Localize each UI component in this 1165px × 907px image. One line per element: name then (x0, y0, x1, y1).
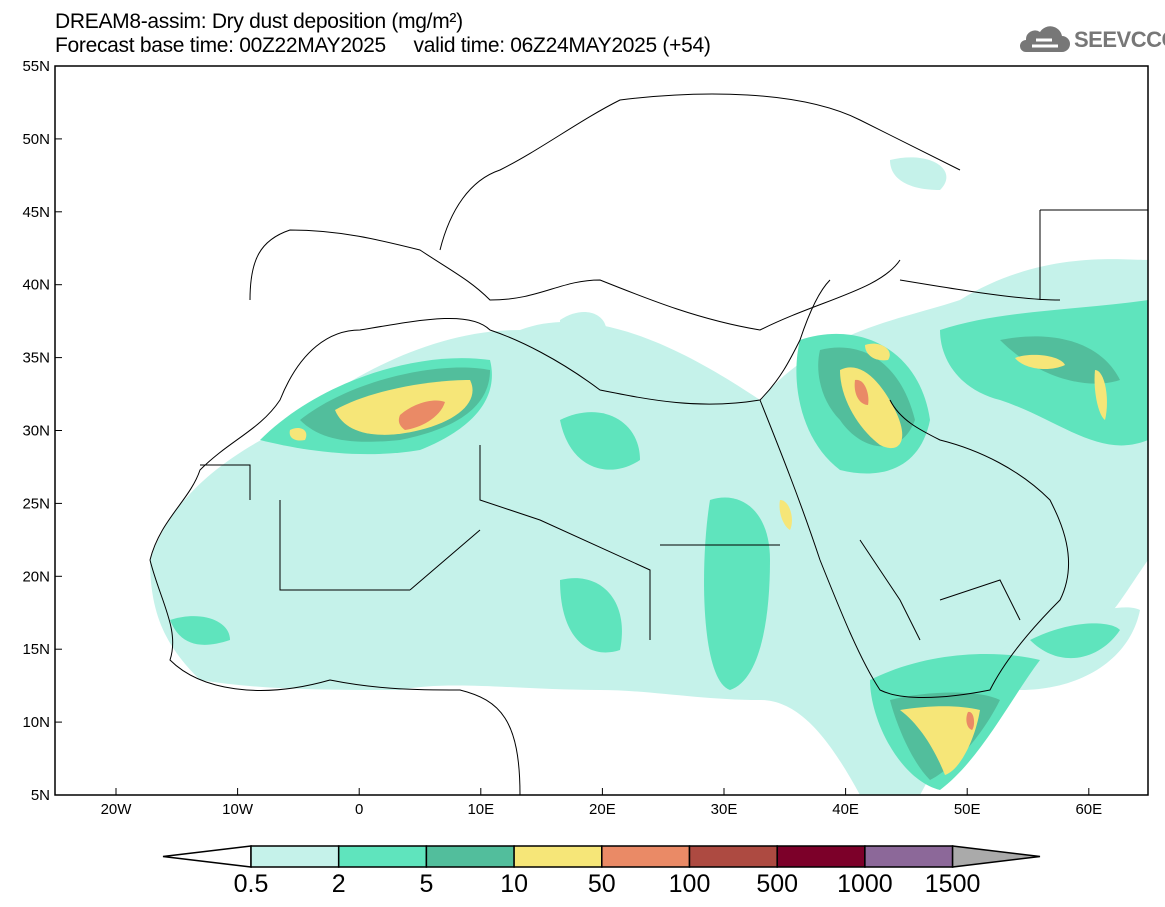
colorbar-label: 1000 (837, 870, 893, 898)
lon-label: 20W (101, 801, 133, 818)
latitude-axis: 55N 50N 45N 40N 35N 30N 25N 20N 15N 10N 5N (22, 58, 62, 804)
colorbar-label: 1500 (924, 870, 981, 898)
lon-label: 0 (355, 801, 363, 818)
lat-label: 25N (22, 495, 50, 512)
colorbar-swatch (337, 845, 428, 868)
lat-label: 45N (22, 204, 50, 221)
lon-label: 10E (467, 801, 494, 818)
colorbar-label: 10 (500, 870, 528, 898)
colorbar-label: 5 (419, 870, 434, 898)
colorbar-label: 2 (331, 870, 346, 898)
colorbar-swatch (601, 845, 691, 868)
lat-label: 40N (22, 277, 50, 294)
lat-label: 15N (22, 641, 50, 658)
colorbar-high-triangle (951, 845, 1041, 868)
longitude-axis: 20W 10W 0 10E 20E 30E 40E 50E 60E (101, 788, 1102, 818)
lat-label: 50N (22, 131, 50, 148)
map-title: DREAM8-assim: Dry dust deposition (mg/m²… (55, 10, 463, 33)
colorbar-swatch (864, 845, 954, 868)
colorbar-low-triangle (162, 845, 252, 868)
forecast-time-subtitle: Forecast base time: 00Z22MAY2025 valid t… (55, 34, 711, 57)
lon-label: 20E (589, 801, 616, 818)
lat-label: 30N (22, 423, 50, 440)
lat-label: 20N (22, 568, 50, 585)
lon-label: 10W (222, 801, 254, 818)
lat-label: 55N (22, 58, 50, 75)
lat-label: 5N (31, 787, 50, 804)
seevccc-logo: SEEVCCC (1018, 26, 1165, 54)
colorbar-label: 500 (756, 870, 799, 898)
lat-label: 35N (22, 350, 50, 367)
lon-label: 40E (832, 801, 859, 818)
cloud-icon (1020, 26, 1070, 52)
lon-label: 60E (1075, 801, 1102, 818)
colorbar-swatch (688, 845, 778, 868)
colorbar-label: 100 (668, 870, 711, 898)
colorbar-swatch (250, 845, 340, 868)
colorbar-swatch (425, 845, 515, 868)
colorbar-swatch (513, 845, 603, 868)
colorbar-label: 0.5 (233, 870, 269, 898)
logo-text: SEEVCCC (1074, 27, 1165, 52)
dust-field (149, 93, 1148, 795)
colorbar-swatch (776, 845, 866, 868)
colorbar-label: 50 (587, 870, 616, 898)
lon-label: 30E (711, 801, 738, 818)
lat-label: 10N (22, 714, 50, 731)
lon-label: 50E (954, 801, 981, 818)
